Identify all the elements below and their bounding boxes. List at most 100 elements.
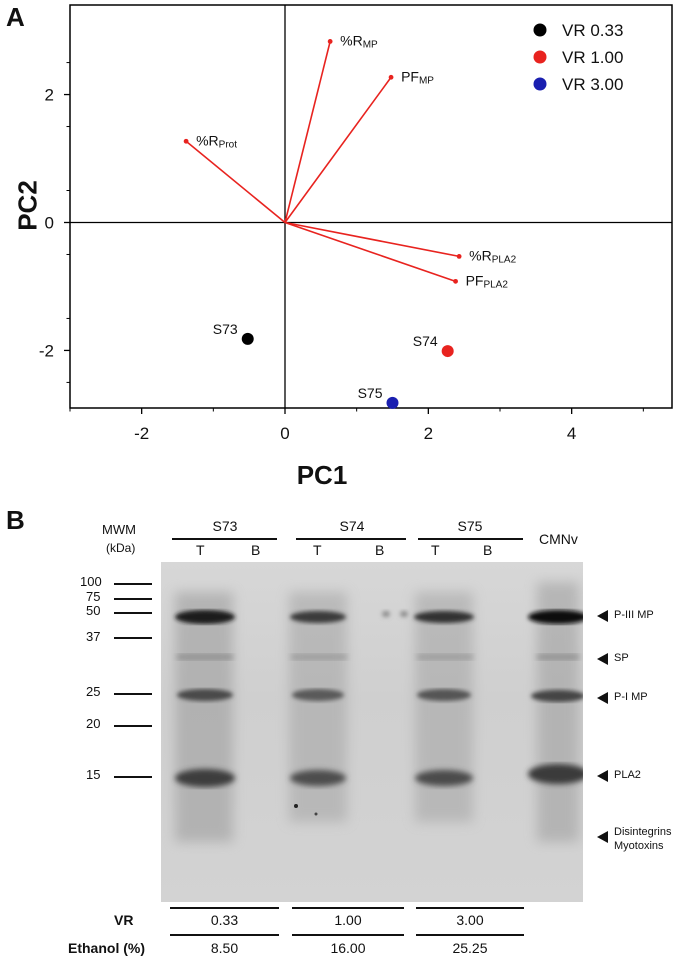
arrow-p3mp <box>597 610 608 622</box>
y-axis: -2 0 2 <box>39 62 70 383</box>
marker-100: 100 <box>80 574 102 589</box>
mwm-label: MWM <box>102 522 136 537</box>
lane-s75-t: T <box>431 542 440 558</box>
point-label: S73 <box>213 321 238 337</box>
x-axis-title: PC1 <box>296 460 348 490</box>
point-label: S74 <box>413 333 438 349</box>
loading-tip <box>388 74 394 80</box>
band-label-disintegrins: Disintegrins <box>614 826 672 838</box>
loading-vector <box>284 221 456 283</box>
legend-marker <box>533 23 547 37</box>
marker-tick-100 <box>114 583 152 585</box>
legend-marker <box>533 50 547 64</box>
loading-label: PFMP <box>401 68 434 86</box>
loading-label: %RPLA2 <box>469 247 516 265</box>
point-label: S75 <box>358 385 383 401</box>
y-tick-label: -2 <box>39 341 54 360</box>
group-line-s75 <box>418 538 523 540</box>
loading-label: %RProt <box>196 132 237 150</box>
table-line-mid <box>170 934 279 936</box>
arrow-p1mp <box>597 692 608 704</box>
loading-vector <box>185 140 286 224</box>
table-line-mid-3 <box>416 934 524 936</box>
loading-tip <box>453 278 458 284</box>
band-label-pla2: PLA2 <box>614 769 641 781</box>
zero-lines <box>70 5 672 408</box>
group-label-s75: S75 <box>457 518 483 534</box>
band-label-sp: SP <box>614 652 629 664</box>
vr-row-label: VR <box>114 912 134 928</box>
loading-tip <box>183 138 189 144</box>
marker-tick-15 <box>114 776 152 778</box>
marker-50: 50 <box>86 603 101 618</box>
marker-tick-20 <box>114 725 152 727</box>
lane-s75-b: B <box>483 542 493 558</box>
group-line-s74 <box>296 538 406 540</box>
x-tick-label: -2 <box>134 424 149 443</box>
loading-vectors: %RMP PFMP %RProt %RPLA2 PFPLA2 <box>183 32 517 290</box>
table-line-mid-2 <box>292 934 404 936</box>
ethanol-value-s73: 8.50 <box>210 940 239 956</box>
score-point <box>386 396 399 409</box>
lane-s73-t: T <box>196 542 205 558</box>
loading-vector <box>284 41 331 223</box>
legend-label: VR 3.00 <box>562 75 623 94</box>
loading-label: %RMP <box>340 32 378 50</box>
loading-vector <box>284 76 392 223</box>
arrow-disintegrins <box>597 831 608 843</box>
loading-vector <box>284 221 460 258</box>
plot-frame <box>69 4 673 409</box>
loading-tip <box>456 253 462 259</box>
score-points: S73 S74 S75 <box>213 321 454 409</box>
ethanol-row-label: Ethanol (%) <box>68 940 145 956</box>
gel-bands <box>175 582 588 842</box>
band-label-p1mp: P-I MP <box>614 691 648 703</box>
x-tick-label: 2 <box>424 424 433 443</box>
x-tick-label: 0 <box>280 424 289 443</box>
band-label-p3mp: P-III MP <box>614 609 654 621</box>
panel-a-label: A <box>6 2 25 32</box>
group-label-s73: S73 <box>212 518 238 534</box>
panel-b-label: B <box>6 505 25 535</box>
legend-label: VR 0.33 <box>562 21 623 40</box>
ethanol-value-s75: 25.25 <box>452 940 488 956</box>
x-tick-label: 4 <box>567 424 576 443</box>
marker-tick-75 <box>114 598 152 600</box>
vr-value-s75: 3.00 <box>456 912 484 928</box>
table-line-top-2 <box>292 907 404 909</box>
lane-s74-b: B <box>375 542 385 558</box>
gel-image <box>161 562 588 902</box>
control-lane-label: CMNv <box>539 531 578 547</box>
y-tick-label: 0 <box>45 213 54 232</box>
legend-label: VR 1.00 <box>562 48 623 67</box>
marker-25: 25 <box>86 684 101 699</box>
vr-value-s73: 0.33 <box>210 912 239 928</box>
arrow-sp <box>597 653 608 665</box>
marker-tick-50 <box>114 612 152 614</box>
y-axis-title: PC2 <box>12 180 43 231</box>
marker-tick-25 <box>114 693 152 695</box>
y-tick-label: 2 <box>45 86 54 105</box>
lane-s74-t: T <box>313 542 322 558</box>
marker-75: 75 <box>86 589 101 604</box>
marker-20: 20 <box>86 716 101 731</box>
score-point <box>441 345 454 358</box>
group-label-s74: S74 <box>339 518 365 534</box>
loading-tip <box>327 39 333 44</box>
table-line-top <box>170 907 279 909</box>
vr-value-s74: 1.00 <box>334 912 362 928</box>
arrow-pla2 <box>597 770 608 782</box>
kda-label: (kDa) <box>106 541 136 555</box>
legend-marker <box>533 77 547 91</box>
ethanol-value-s74: 16.00 <box>330 940 366 956</box>
score-point <box>241 332 254 345</box>
lane-s73-b: B <box>251 542 261 558</box>
marker-37: 37 <box>86 629 101 644</box>
loading-label: PFPLA2 <box>466 272 509 290</box>
legend: VR 0.33 VR 1.00 VR 3.00 <box>533 21 623 94</box>
band-label-myotoxins: Myotoxins <box>614 840 664 852</box>
pca-biplot: -2 0 2 4 -2 0 2 %RMP PFMP %RProt %RPLA2 PFPLA2 S7… <box>39 4 673 443</box>
group-line-s73 <box>172 538 277 540</box>
table-line-top-3 <box>416 907 524 909</box>
plot-border <box>69 4 673 409</box>
